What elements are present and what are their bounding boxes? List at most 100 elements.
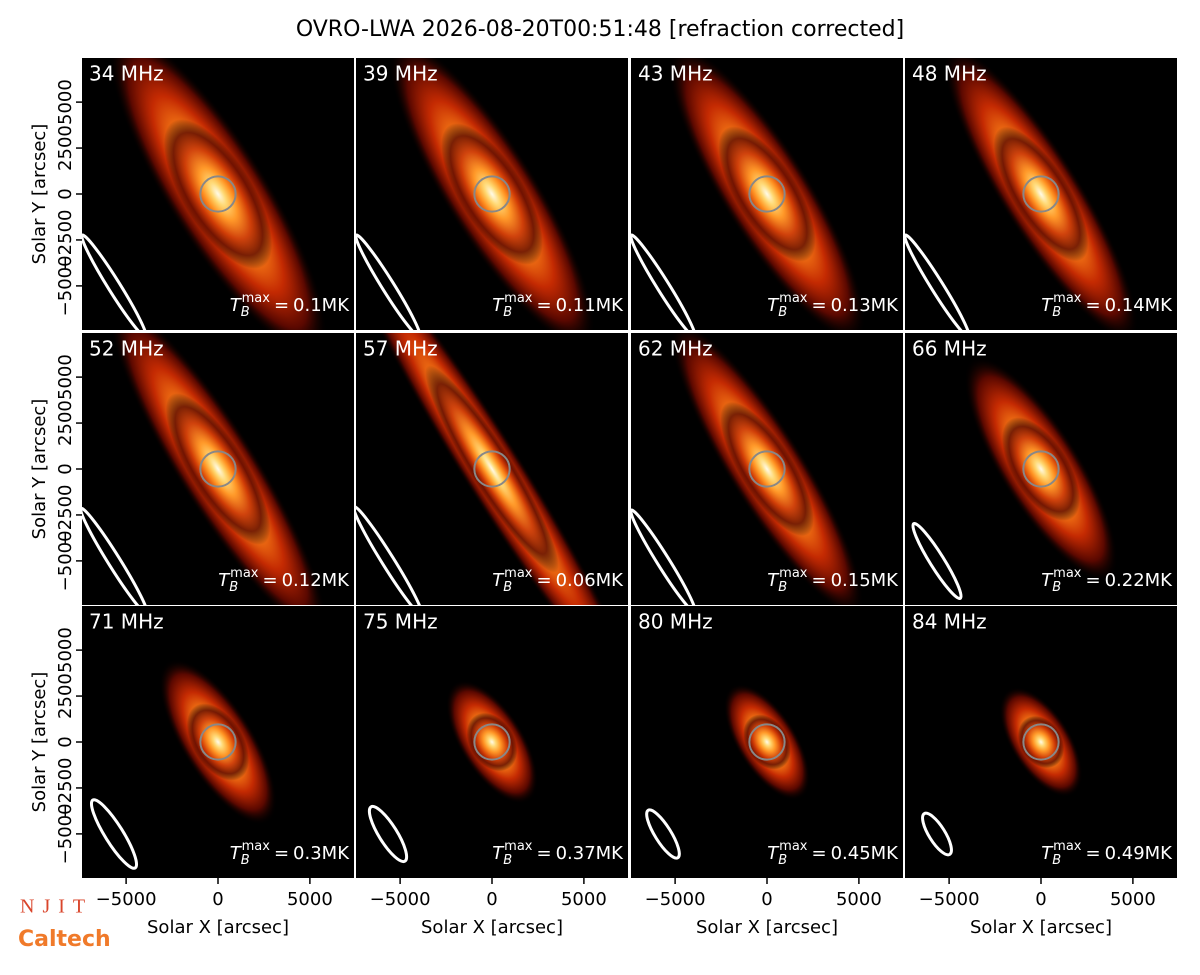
x-tick-label: −5000 [919, 889, 980, 910]
tb-symbol: T [230, 295, 243, 316]
x-tick-label: 5000 [287, 889, 333, 910]
tb-sub: B [778, 305, 787, 320]
tb-sup: max [1053, 291, 1082, 306]
panel-label: 80 MHz [638, 610, 713, 634]
tb-sub: B [778, 853, 787, 868]
y-tick-label: −2500 [55, 485, 76, 546]
tb-annotation: TBmax = 0.15MK [767, 566, 899, 595]
solar-disk [1022, 723, 1060, 761]
emission-core [1001, 417, 1081, 521]
logo-njit: NJIT [20, 896, 93, 918]
x-tick-label: 5000 [561, 889, 607, 910]
chart-title: OVRO-LWA 2026-08-20T00:51:48 [refraction… [296, 17, 904, 42]
tb-sub: B [503, 853, 512, 868]
panel [356, 606, 628, 878]
panel-label: 62 MHz [638, 337, 713, 361]
emission-core [718, 126, 816, 262]
tb-symbol: T [1041, 570, 1054, 591]
emission-core [165, 393, 271, 545]
tb-value: 0.14MK [1105, 295, 1174, 316]
solar-disk [199, 450, 237, 488]
solar-disk [748, 723, 786, 761]
panel [905, 333, 1177, 605]
solar-disk [473, 175, 511, 213]
tb-sub: B [778, 580, 787, 595]
tb-annotation: TBmax = 0.11MK [492, 291, 624, 320]
tb-annotation: TBmax = 0.13MK [767, 291, 899, 320]
panel [356, 333, 628, 605]
y-tick-label: −2500 [55, 210, 76, 271]
tb-sub: B [241, 853, 250, 868]
tb-eq: = [1085, 843, 1100, 864]
tb-value: 0.06MK [556, 570, 625, 591]
tb-value: 0.45MK [831, 843, 900, 864]
tb-eq: = [536, 570, 551, 591]
emission-core [441, 123, 543, 265]
panel [631, 58, 903, 330]
tb-annotation: TBmax = 0.14MK [1041, 291, 1173, 320]
solar-disk [473, 723, 511, 761]
tb-symbol: T [492, 843, 505, 864]
x-tick-label: −5000 [370, 889, 431, 910]
tb-sub: B [1052, 305, 1061, 320]
tb-sub: B [241, 305, 250, 320]
tb-annotation: TBmax = 0.06MK [492, 566, 624, 595]
beam [631, 233, 697, 330]
tb-value: 0.37MK [556, 843, 625, 864]
tb-annotation: TBmax = 0.1MK [230, 291, 351, 320]
x-tick-label: 0 [761, 889, 772, 910]
tb-value: 0.13MK [831, 295, 900, 316]
tb-sup: max [504, 839, 533, 854]
beam [645, 808, 681, 860]
solar-disk [1022, 450, 1060, 488]
emission-core [466, 712, 518, 772]
tb-value: 0.15MK [831, 570, 900, 591]
beam [367, 804, 409, 864]
tb-annotation: TBmax = 0.45MK [767, 839, 899, 868]
tb-symbol: T [767, 843, 780, 864]
tb-symbol: T [218, 570, 231, 591]
x-axis-label: Solar X [arcsec] [147, 917, 289, 938]
tb-eq: = [811, 843, 826, 864]
x-tick-label: −5000 [96, 889, 157, 910]
panel [82, 58, 354, 330]
tb-sup: max [1053, 566, 1082, 581]
y-tick-label: 0 [55, 463, 76, 474]
tb-eq: = [274, 295, 289, 316]
tb-value: 0.49MK [1105, 843, 1174, 864]
beam [356, 505, 424, 605]
y-tick-label: 5000 [55, 79, 76, 125]
tb-sub: B [503, 580, 512, 595]
y-axis-label: Solar Y [arcsec] [29, 124, 50, 265]
tb-sup: max [242, 839, 271, 854]
tb-symbol: T [230, 843, 243, 864]
panel-label: 84 MHz [912, 610, 987, 634]
beam [82, 506, 149, 605]
tb-sup: max [779, 839, 808, 854]
solar-disk [748, 450, 786, 488]
panel-label: 57 MHz [363, 337, 438, 361]
tb-eq: = [274, 843, 289, 864]
tb-symbol: T [1041, 295, 1054, 316]
tb-eq: = [262, 570, 277, 591]
tb-annotation: TBmax = 0.49MK [1041, 839, 1173, 868]
solar-disk [1022, 175, 1060, 213]
tb-sup: max [504, 291, 533, 306]
x-tick-label: 5000 [836, 889, 882, 910]
x-axis-label: Solar X [arcsec] [970, 917, 1112, 938]
tb-value: 0.1MK [293, 295, 350, 316]
x-axis-label: Solar X [arcsec] [696, 917, 838, 938]
panel-label: 48 MHz [912, 62, 987, 86]
solar-disk [199, 723, 237, 761]
panel-label: 71 MHz [89, 610, 164, 634]
tb-sub: B [229, 580, 238, 595]
tb-sup: max [1053, 839, 1082, 854]
tb-value: 0.11MK [556, 295, 625, 316]
tb-eq: = [1085, 295, 1100, 316]
emission-core [425, 365, 559, 573]
panel [356, 58, 628, 330]
y-tick-label: −5000 [55, 530, 76, 591]
tb-eq: = [1085, 570, 1100, 591]
y-tick-label: 5000 [55, 354, 76, 400]
y-tick-label: −5000 [55, 255, 76, 316]
